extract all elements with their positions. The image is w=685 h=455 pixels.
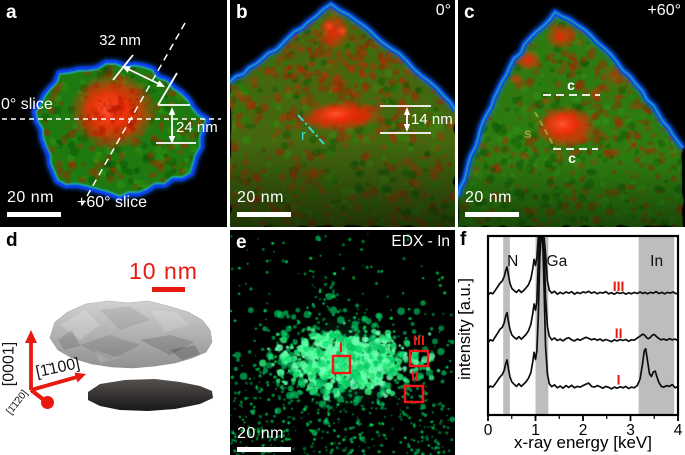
edx-indium-map — [230, 230, 455, 455]
edx-title: EDX - In — [391, 233, 450, 250]
scale-bar-label: 20 nm — [237, 189, 284, 206]
element-label-N: N — [507, 253, 518, 270]
panel-f-edx-spectra: 0 1 2 3 4 N Ga In I II III x-ray energy [keV] intens… — [458, 230, 685, 455]
panel-a-annotations — [2, 22, 221, 217]
y-axis-label: intensity [a.u.] — [458, 278, 474, 380]
series-label-I: I — [617, 372, 621, 388]
series-label-II: II — [615, 325, 623, 341]
region-label-I: I — [339, 339, 343, 355]
scale-bar-label-red: 10 nm — [129, 258, 198, 284]
region-box-I — [331, 354, 352, 375]
tilt-label-0deg: 0° — [435, 2, 451, 19]
slice-0-label: 0° slice — [1, 96, 53, 113]
band-N — [503, 236, 510, 415]
crystal-axes — [25, 330, 86, 409]
scale-bar-red — [152, 287, 185, 292]
tilt-label-60deg: +60° — [647, 2, 681, 19]
band-In — [638, 236, 675, 415]
region-box-II — [403, 384, 425, 404]
radius-label: r — [301, 127, 306, 144]
series-label-III: III — [613, 278, 625, 294]
c-plane-bottom-label: c — [568, 150, 576, 166]
isosurface-shadow — [88, 379, 213, 411]
slice-60-line — [81, 22, 186, 206]
scale-bar-label: 20 nm — [465, 189, 512, 206]
panel-label-c: c — [464, 2, 475, 23]
spectrum-curve-I — [487, 236, 679, 390]
panel-d-3d-reconstruction: d 10 nm [0001] [1̄100] [1̄1̄20] — [0, 230, 227, 455]
thickness-label-14nm: 14 nm — [411, 111, 453, 128]
panel-label-a: a — [6, 2, 17, 23]
particle-projection-image — [458, 0, 685, 227]
scale-bar-label: 20 nm — [7, 189, 54, 206]
panel-label-b: b — [236, 2, 248, 23]
panel-label-d: d — [6, 230, 18, 251]
axis-a-line — [29, 388, 46, 402]
isosurface-facets — [58, 306, 200, 363]
x-tick-label: 0 — [484, 422, 493, 439]
isosurface-shading — [50, 301, 212, 368]
axis-a-dot — [41, 396, 54, 409]
x-tick-label: 2 — [579, 422, 588, 439]
scale-bar — [465, 212, 519, 217]
x-tick-label: 3 — [626, 422, 635, 439]
panel-e-annotations — [237, 349, 430, 452]
scale-bar — [7, 212, 61, 217]
scale-bar-label: 20 nm — [237, 425, 284, 442]
s-facet-line — [534, 111, 556, 149]
panel-label-e: e — [236, 232, 247, 253]
panel-label-f: f — [460, 230, 467, 250]
panel-b-projection-0deg: b 0° 14 nm r 20 nm — [230, 0, 455, 227]
region-box-III — [408, 349, 430, 368]
s-facet-label: s — [524, 125, 532, 141]
region-label-III: III — [413, 332, 425, 348]
particle-projection-image — [230, 0, 455, 227]
spectrum-curve-III — [487, 236, 679, 296]
width-measure-32nm — [112, 54, 178, 106]
element-label-In: In — [650, 253, 663, 270]
panel-a-tomogram-slice: a 32 nm 24 nm 0° slice +60° slice 20 nm — [0, 0, 227, 227]
spectrum-curve-II — [487, 236, 679, 344]
thickness-measure-14nm — [380, 105, 431, 134]
panel-c-annotations — [465, 94, 600, 217]
slice-60-label: +60° slice — [77, 194, 147, 211]
radius-line — [297, 114, 325, 145]
x-tick-label: 1 — [531, 422, 540, 439]
element-label-Ga: Ga — [547, 253, 568, 270]
scale-bar — [237, 447, 291, 452]
axis-m-arrow — [30, 375, 78, 392]
width-label-32nm: 32 nm — [99, 32, 141, 49]
x-tick-label: 4 — [674, 422, 683, 439]
reconstruction-3d — [25, 300, 213, 411]
height-label-24nm: 24 nm — [176, 119, 218, 136]
scale-bar — [237, 212, 291, 217]
c-plane-top-label: c — [567, 77, 575, 93]
x-axis-label: x-ray energy [keV] — [514, 433, 652, 452]
axis-label-0001: [0001] — [0, 341, 18, 387]
panel-c-projection-60deg: c +60° c c s 20 nm — [458, 0, 685, 227]
height-measure-24nm — [156, 104, 196, 144]
particle-slice-image — [0, 0, 227, 227]
panel-b-annotations — [237, 105, 431, 217]
panel-e-edx-map: e EDX - In I III II 20 nm — [230, 230, 455, 455]
region-label-II: II — [411, 368, 419, 384]
